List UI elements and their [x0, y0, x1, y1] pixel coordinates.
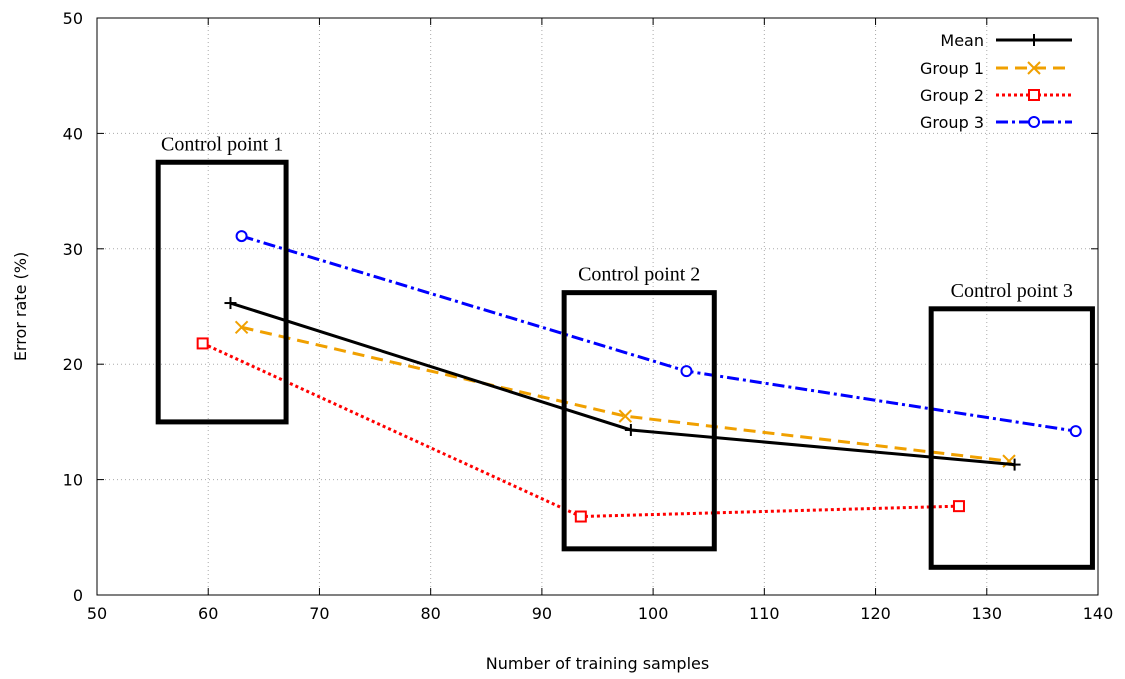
control-point-box-3: [928, 306, 1095, 570]
x-tick-label: 130: [972, 604, 1003, 623]
legend-marker-group-2: [1028, 89, 1040, 101]
legend-marker-mean: [1028, 34, 1040, 46]
x-axis-title: Number of training samples: [486, 654, 709, 673]
series-line-mean: [230, 301, 1015, 467]
legend-marker-group-1: [1027, 61, 1041, 75]
legend-item-group-1: Group 1: [920, 59, 1072, 78]
data-point-group-3: [1069, 425, 1082, 438]
legend-label-group-3: Group 3: [920, 113, 984, 132]
y-axis-title: Error rate (%): [11, 252, 30, 361]
x-tick-label: 100: [638, 604, 669, 623]
data-point-group-2: [952, 500, 965, 513]
y-tick-label: 20: [63, 355, 83, 374]
data-point-mean: [624, 423, 637, 436]
series-group-3: [235, 230, 1082, 438]
y-tick-label: 30: [63, 240, 83, 259]
data-point-group-2: [574, 510, 587, 523]
series-layer: [196, 230, 1082, 523]
tick-layer: 50 60 70 80 90 100 110 120 130 140 0 10 20 30 40 50: [63, 9, 1114, 623]
data-point-group-3: [680, 365, 693, 378]
data-point-group-1: [234, 320, 249, 334]
annotation-layer: Control point 1 Control point 2 Control po…: [155, 133, 1095, 570]
legend-item-group-3: Group 3: [920, 113, 1072, 132]
grid: [97, 18, 1098, 595]
y-tick-label: 10: [63, 471, 83, 490]
legend: Mean Group 1 Group 2 Group 3: [920, 31, 1072, 132]
x-tick-label: 110: [749, 604, 780, 623]
plot-frame: [96, 17, 1099, 596]
series-line-group-1: [241, 325, 1010, 463]
y-tick-label: 50: [63, 9, 83, 28]
x-tick-label: 70: [309, 604, 329, 623]
series-mean: [224, 297, 1021, 471]
control-point-label-3: Control point 3: [951, 280, 1073, 302]
control-point-label-1: Control point 1: [161, 133, 283, 155]
legend-item-group-2: Group 2: [920, 86, 1072, 105]
x-tick-label: 60: [198, 604, 218, 623]
control-point-box-2: [561, 290, 717, 552]
legend-label-group-2: Group 2: [920, 86, 984, 105]
data-point-group-2: [196, 337, 209, 350]
data-point-mean: [1008, 458, 1021, 471]
x-tick-label: 80: [420, 604, 440, 623]
data-point-mean: [224, 297, 237, 310]
legend-label-mean: Mean: [940, 31, 984, 50]
legend-marker-group-3: [1028, 116, 1040, 128]
x-tick-label: 140: [1083, 604, 1114, 623]
legend-item-mean: Mean: [940, 31, 1072, 50]
x-tick-label: 50: [87, 604, 107, 623]
y-tick-label: 40: [63, 124, 83, 143]
control-point-label-2: Control point 2: [578, 264, 700, 286]
data-point-group-1: [618, 409, 633, 423]
x-tick-label: 90: [532, 604, 552, 623]
control-point-box-1: [155, 159, 289, 425]
data-point-group-3: [235, 230, 248, 243]
legend-label-group-1: Group 1: [920, 59, 984, 78]
x-tick-label: 120: [860, 604, 891, 623]
series-group-2: [196, 337, 965, 523]
series-line-group-2: [202, 342, 960, 519]
y-tick-label: 0: [73, 586, 83, 605]
